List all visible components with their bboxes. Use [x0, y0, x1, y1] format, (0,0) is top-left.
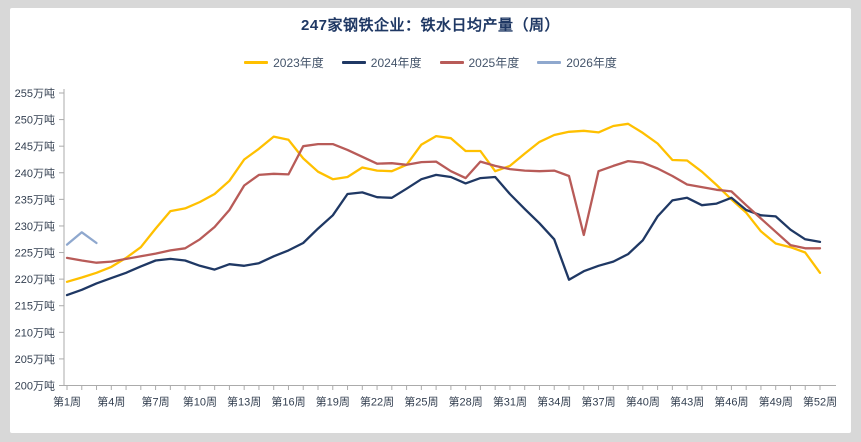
legend-item-2025年度: 2025年度	[439, 54, 520, 71]
x-axis-tick-label: 第37周	[581, 395, 615, 409]
x-axis-tick-label: 第16周	[271, 395, 305, 409]
legend-item-2023年度: 2023年度	[244, 54, 324, 71]
x-axis-tick-label: 第40周	[626, 395, 660, 409]
y-axis-tick-label: 215万吨	[15, 300, 55, 313]
axis-lines	[63, 89, 836, 386]
y-axis-tick-label: 200万吨	[15, 380, 55, 393]
legend-marker-2025年度	[439, 60, 464, 64]
y-axis-tick-label: 220万吨	[15, 273, 55, 286]
legend-label: 2024年度	[370, 55, 422, 70]
chart-card	[10, 8, 851, 433]
x-axis-tick-label: 第43周	[670, 395, 704, 409]
legend-item-2024年度: 2024年度	[341, 54, 422, 71]
y-axis-tick-label: 255万吨	[15, 87, 55, 100]
legend-label: 2025年度	[468, 55, 520, 70]
x-axis-tick-label: 第1周	[53, 395, 81, 409]
legend-marker-2026年度	[537, 60, 562, 64]
y-axis-tick-label: 250万吨	[15, 114, 55, 127]
x-axis-tick-label: 第22周	[360, 395, 394, 409]
y-axis-tick-label: 225万吨	[15, 247, 55, 260]
y-axis-tick-label: 230万吨	[15, 220, 55, 233]
legend-item-2026年度: 2026年度	[537, 54, 617, 71]
series-line-2025年度	[65, 142, 822, 264]
chart-legend: 2023年度 2024年度 2025年度 2026年度	[0, 53, 861, 71]
legend-label: 2023年度	[273, 55, 324, 70]
legend-label: 2026年度	[566, 55, 617, 70]
x-axis-tick-label: 第34周	[537, 395, 571, 409]
series-line-2023年度	[65, 122, 822, 283]
y-axis-tick-label: 235万吨	[15, 193, 55, 206]
x-axis-tick-label: 第13周	[227, 395, 261, 409]
x-axis-tick-label: 第31周	[493, 395, 527, 409]
x-axis-tick-label: 第46周	[714, 395, 748, 409]
x-axis-tick-label: 第4周	[97, 395, 125, 409]
legend-marker-2024年度	[341, 60, 366, 64]
series-line-2024年度	[65, 173, 822, 297]
y-axis-tick-label: 245万吨	[15, 140, 55, 153]
legend-marker-2023年度	[244, 60, 269, 64]
x-axis-tick-label: 第19周	[316, 395, 350, 409]
x-axis-tick-label: 第7周	[142, 395, 170, 409]
y-axis-tick-label: 205万吨	[15, 353, 55, 366]
chart-title: 247家钢铁企业：铁水日均产量（周）	[300, 17, 561, 34]
x-axis-tick-label: 第25周	[404, 395, 438, 409]
y-axis-tick-label: 240万吨	[15, 167, 55, 180]
x-axis-tick-label: 第52周	[803, 395, 837, 409]
x-axis-tick-label: 第28周	[449, 395, 483, 409]
y-axis-tick-label: 210万吨	[15, 326, 55, 339]
x-axis-tick-label: 第10周	[183, 395, 217, 409]
series-line-2026年度	[65, 231, 98, 246]
x-axis-tick-label: 第49周	[759, 395, 793, 409]
